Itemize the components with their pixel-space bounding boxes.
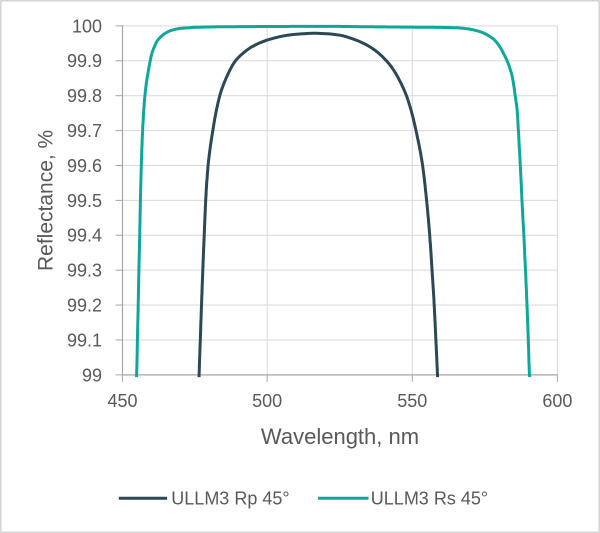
svg-text:99.7: 99.7 xyxy=(67,121,102,141)
svg-text:Wavelength, nm: Wavelength, nm xyxy=(261,424,419,449)
svg-text:ULLM3 Rp 45°: ULLM3 Rp 45° xyxy=(171,489,289,509)
svg-text:99.9: 99.9 xyxy=(67,51,102,71)
svg-text:99.8: 99.8 xyxy=(67,86,102,106)
svg-text:99: 99 xyxy=(82,365,102,385)
svg-text:99.4: 99.4 xyxy=(67,226,102,246)
svg-text:550: 550 xyxy=(397,391,427,411)
svg-text:99.2: 99.2 xyxy=(67,295,102,315)
svg-text:99.3: 99.3 xyxy=(67,261,102,281)
svg-text:500: 500 xyxy=(252,391,282,411)
svg-text:450: 450 xyxy=(107,391,137,411)
svg-text:99.1: 99.1 xyxy=(67,330,102,350)
svg-text:99.5: 99.5 xyxy=(67,191,102,211)
svg-text:600: 600 xyxy=(542,391,572,411)
svg-text:Reflectance, %: Reflectance, % xyxy=(35,130,58,271)
svg-text:100: 100 xyxy=(72,16,102,36)
svg-text:ULLM3 Rs 45°: ULLM3 Rs 45° xyxy=(371,489,488,509)
svg-text:99.6: 99.6 xyxy=(67,156,102,176)
